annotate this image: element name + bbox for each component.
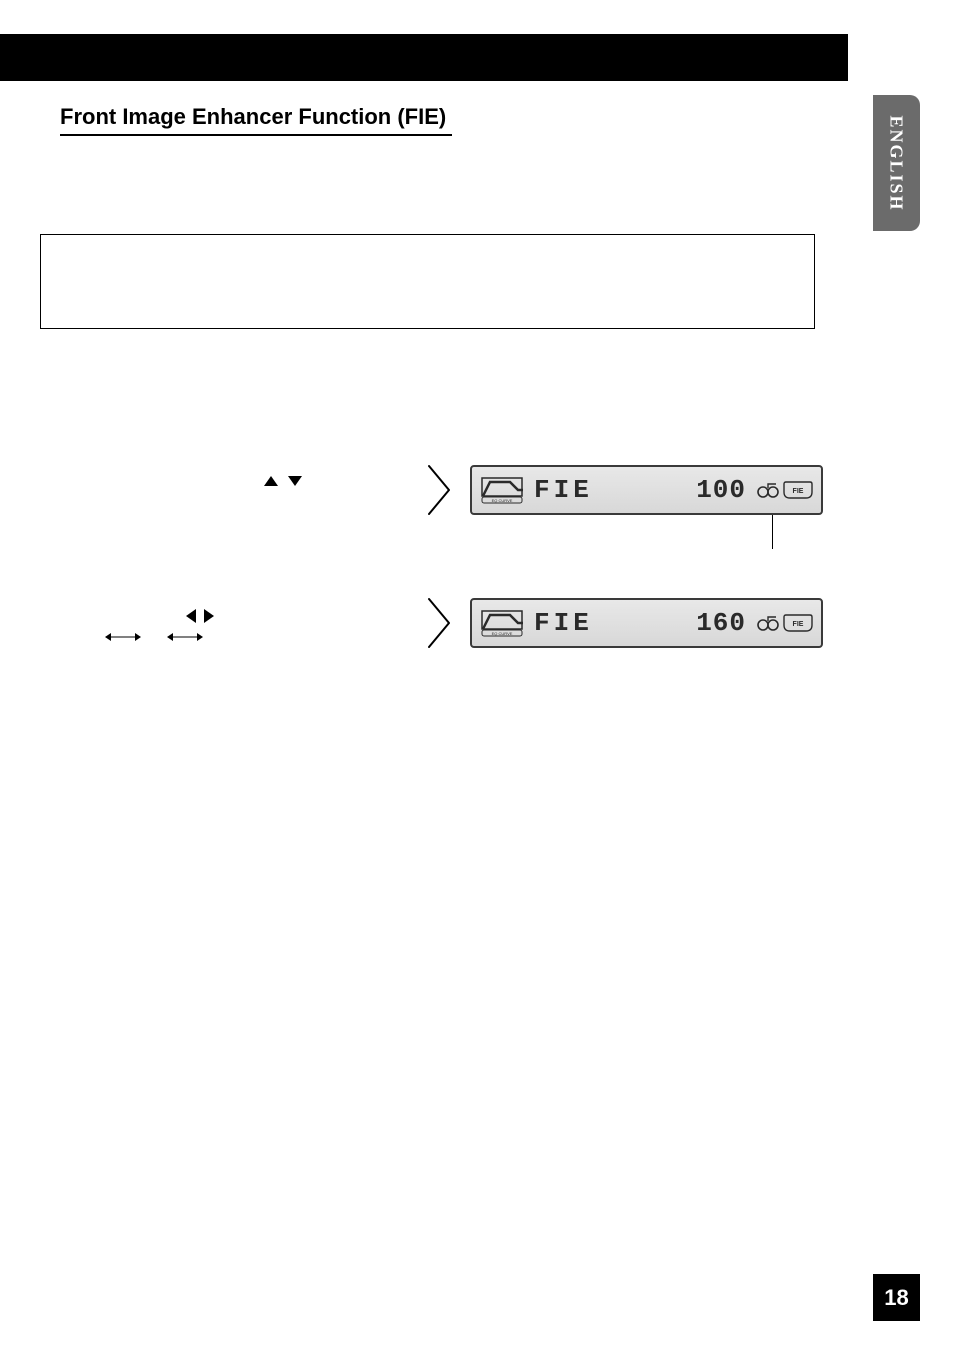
lcd-right-icons: FIE <box>756 481 813 499</box>
precaution-box <box>40 234 815 329</box>
eq-curve-icon: EQ CURVE <box>480 609 524 637</box>
repeat-icon <box>756 482 782 498</box>
double-arrow-icon <box>167 632 203 642</box>
triangle-down-icon <box>288 476 302 486</box>
page-number-badge: 18 <box>873 1274 920 1321</box>
fie-badge-icon: FIE <box>783 481 813 499</box>
svg-text:EQ CURVE: EQ CURVE <box>492 631 513 636</box>
lcd-value: 160 <box>696 608 746 638</box>
svg-text:FIE: FIE <box>793 488 804 495</box>
eq-curve-icon: EQ CURVE <box>480 476 524 504</box>
language-tab: ENGLISH <box>873 95 920 231</box>
language-tab-label: ENGLISH <box>886 115 907 211</box>
up-down-arrows <box>264 476 302 486</box>
lcd-right-icons: FIE <box>756 614 813 632</box>
chevron-right-icon <box>424 464 454 516</box>
left-right-arrows <box>186 609 214 623</box>
lcd-display-2: EQ CURVE FIE 160 FIE <box>470 598 823 648</box>
repeat-icon <box>756 615 782 631</box>
lcd-display-1: EQ CURVE FIE 100 FIE <box>470 465 823 515</box>
callout-line <box>772 515 773 549</box>
svg-text:EQ CURVE: EQ CURVE <box>492 498 513 503</box>
section-title: Front Image Enhancer Function (FIE) <box>60 104 452 136</box>
triangle-left-icon <box>186 609 196 623</box>
lcd-value: 100 <box>696 475 746 505</box>
triangle-right-icon <box>204 609 214 623</box>
fie-badge-icon: FIE <box>783 614 813 632</box>
header-blackbar <box>0 34 848 81</box>
lcd-label: FIE <box>534 475 593 505</box>
page-number: 18 <box>884 1285 908 1311</box>
double-arrow-icon <box>105 632 141 642</box>
triangle-up-icon <box>264 476 278 486</box>
double-arrow-row <box>105 632 203 642</box>
chevron-right-icon <box>424 597 454 649</box>
svg-text:FIE: FIE <box>793 621 804 628</box>
lcd-label: FIE <box>534 608 593 638</box>
